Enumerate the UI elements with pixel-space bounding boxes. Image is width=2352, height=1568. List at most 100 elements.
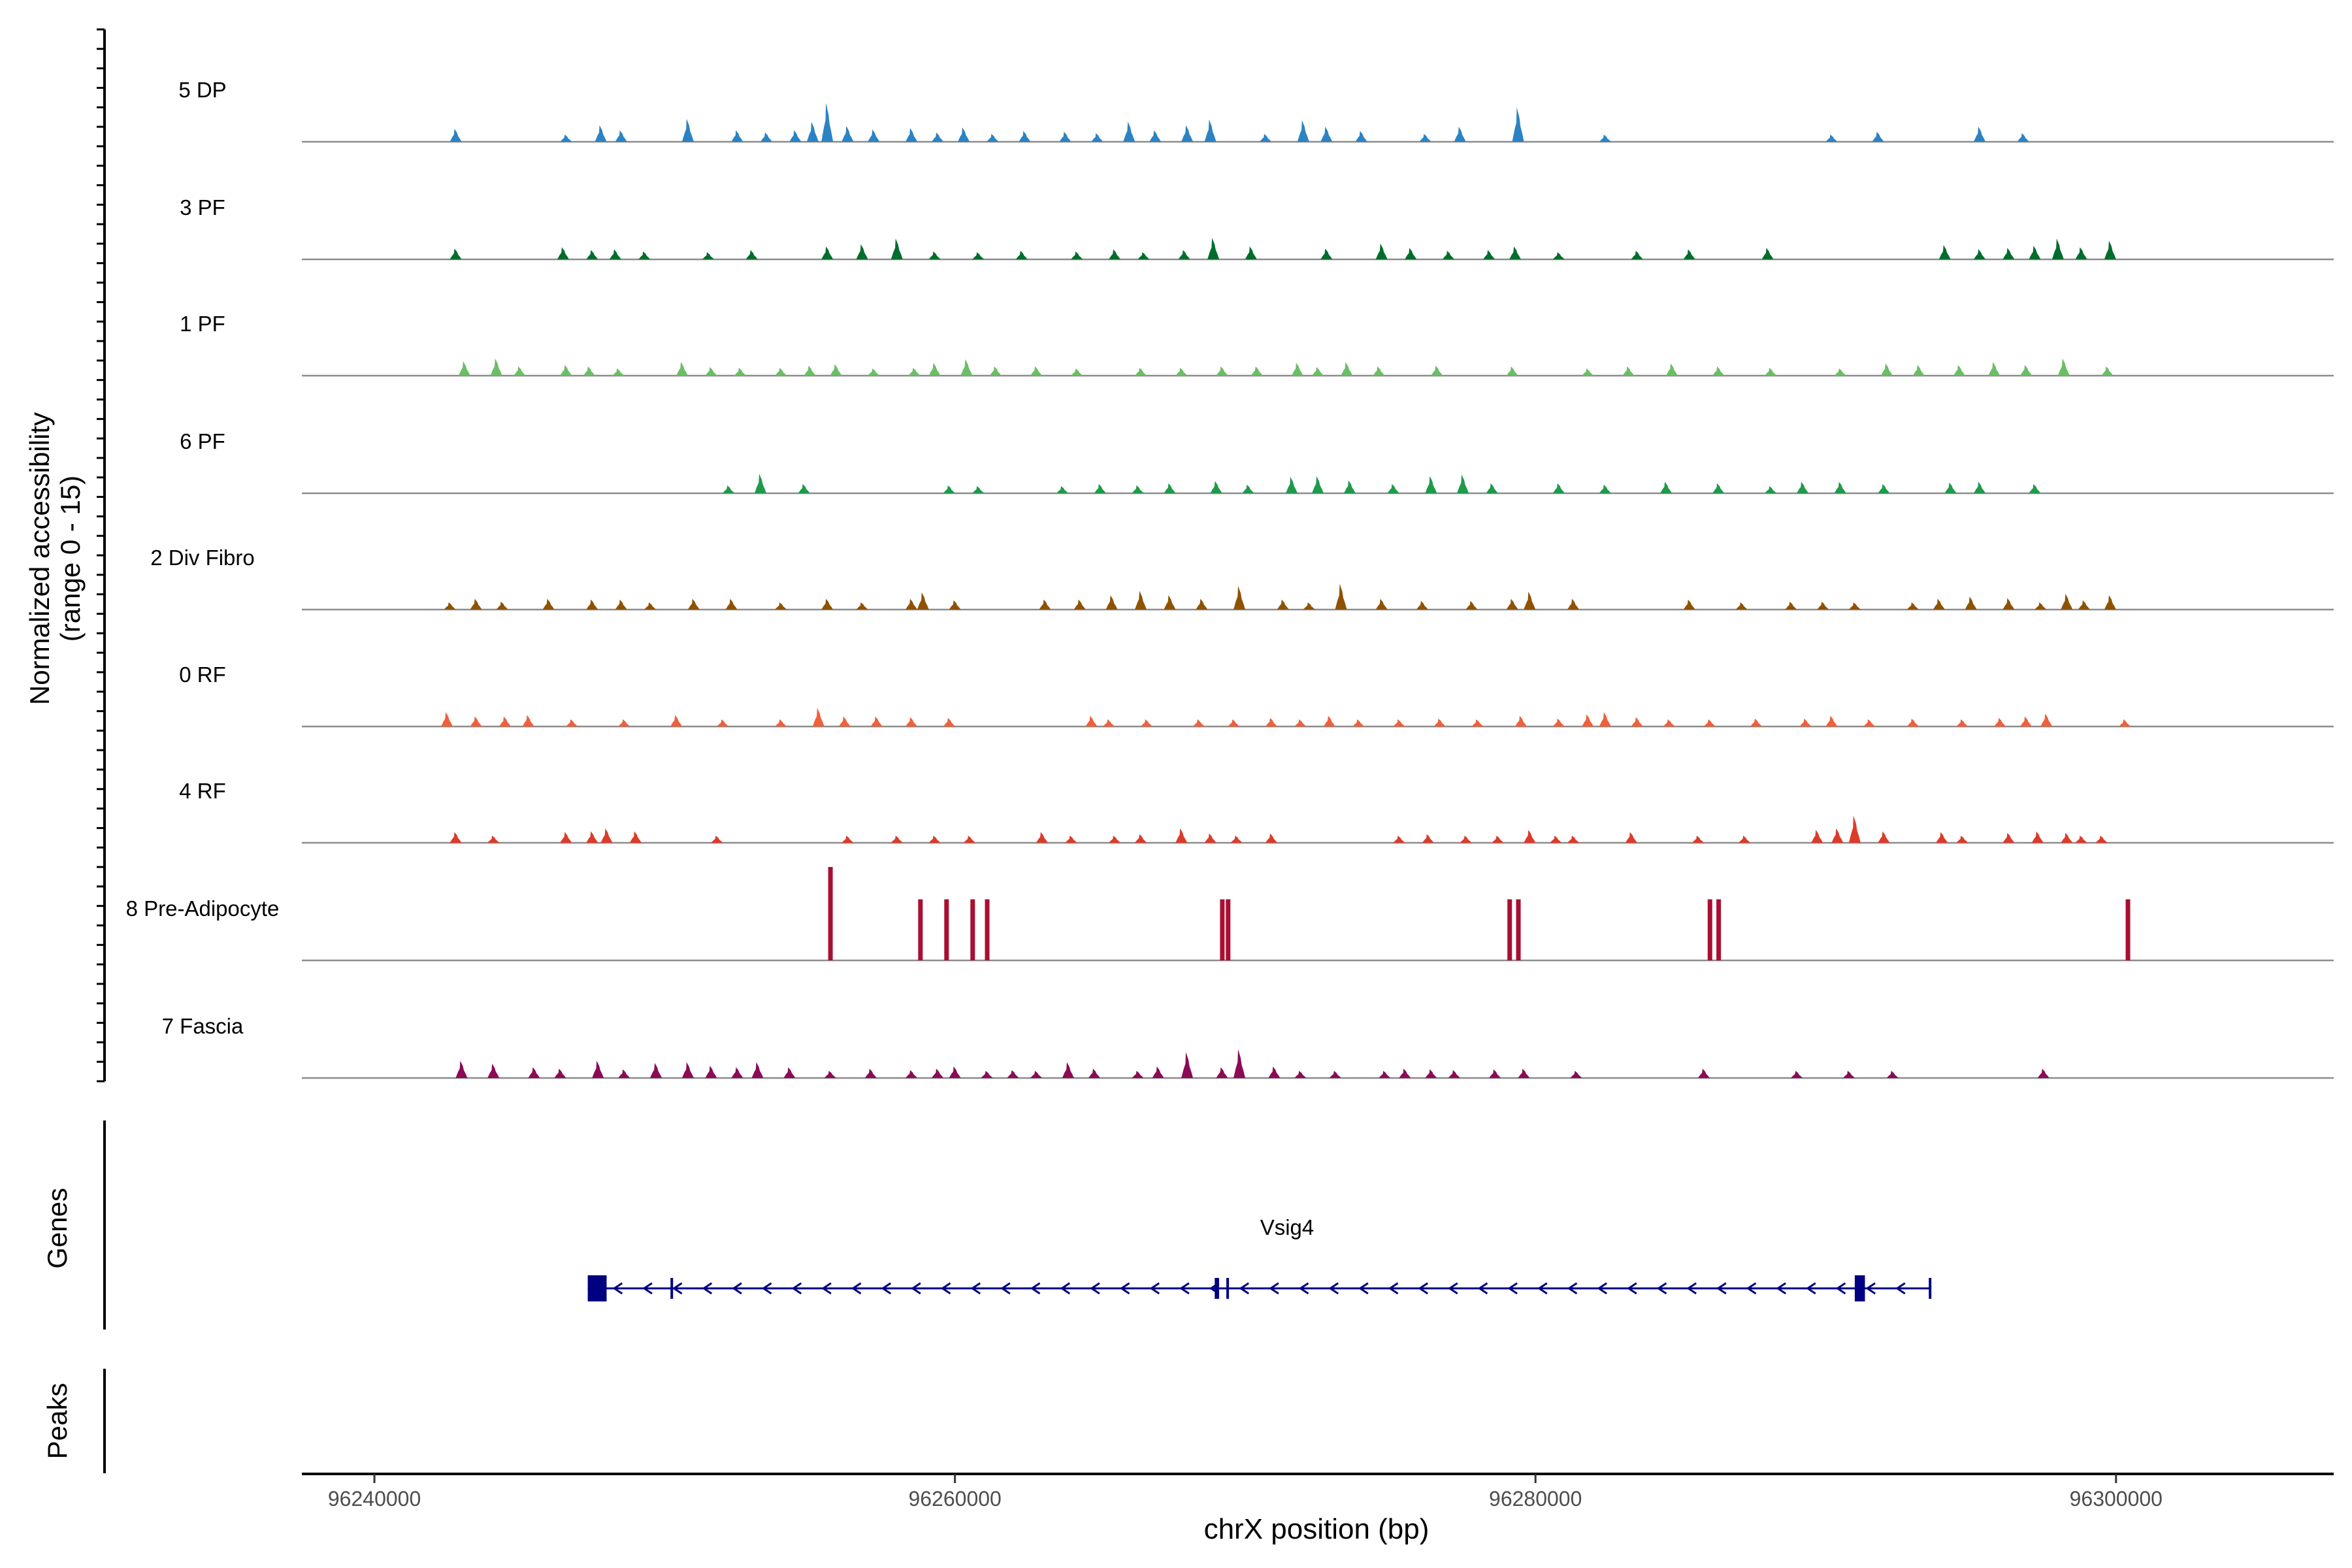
track-peak [821, 103, 834, 142]
peaks-label: Peaks [42, 1383, 73, 1460]
track-peak [1697, 1068, 1710, 1078]
track-5-dp: 5 DP [178, 78, 2334, 143]
track-peak [775, 719, 787, 727]
track-peak [972, 486, 985, 493]
track-peak [806, 122, 819, 142]
track-peak [560, 135, 572, 142]
track-peak [1880, 363, 1893, 376]
track-peak [830, 364, 842, 376]
track-peak [1320, 126, 1333, 142]
track-peak [2002, 832, 2015, 843]
track-peak [2029, 246, 2041, 259]
strand-arrow-icon [1865, 1282, 1876, 1295]
track-peak [1765, 367, 1777, 376]
track-peak [1109, 836, 1120, 843]
track-peak [1735, 602, 1748, 610]
track-peak [1039, 599, 1051, 610]
track-peak [2029, 483, 2041, 493]
track-bar [944, 899, 949, 960]
track-peak [987, 133, 999, 142]
gene-exon [1929, 1278, 1932, 1299]
strand-arrow-icon [1298, 1282, 1309, 1295]
track-peak [917, 592, 929, 610]
track-label: 0 RF [179, 662, 226, 687]
track-peak [1953, 365, 1965, 376]
track-peak [906, 128, 917, 142]
track-peak [1431, 365, 1443, 376]
track-peak [1863, 719, 1876, 727]
track-peak [1135, 367, 1147, 376]
track-peak [1512, 107, 1524, 142]
track-peak [514, 366, 526, 376]
strand-arrow-icon [1597, 1282, 1607, 1295]
track-peak [1570, 1071, 1582, 1078]
strand-arrow-icon [1448, 1282, 1458, 1295]
track-peak [1552, 252, 1565, 259]
track-peak [542, 598, 555, 610]
gene-exon [670, 1278, 674, 1299]
x-tick-label: 96280000 [1489, 1487, 1582, 1511]
track-peak [2101, 366, 2114, 376]
track-peak [444, 602, 456, 610]
track-peak [1015, 250, 1028, 259]
track-peak [1242, 484, 1254, 493]
track-peak [615, 130, 627, 142]
track-peak [717, 719, 729, 727]
strand-arrow-icon [1000, 1282, 1011, 1295]
track-peak [441, 712, 453, 727]
track-peak [609, 249, 621, 259]
strand-arrow-icon [1358, 1282, 1369, 1295]
gene-panel [587, 1275, 1932, 1301]
track-peak [775, 367, 787, 376]
track-peak [1944, 482, 1957, 493]
track-peak [1233, 585, 1245, 610]
track-peak [958, 127, 970, 142]
x-axis: 96240000 96260000 96280000 96300000 [302, 1473, 2334, 1511]
track-peak [804, 365, 816, 376]
track-peak [981, 1071, 993, 1078]
track-peak [1268, 1066, 1281, 1078]
track-peak [1912, 365, 1925, 376]
track-peak [1848, 815, 1861, 843]
track-peak [864, 1068, 877, 1078]
strand-arrow-icon [1567, 1282, 1578, 1295]
track-peak [1320, 248, 1333, 259]
track-peak [745, 250, 758, 259]
track-peak [1132, 485, 1144, 493]
track-peak [1059, 131, 1071, 142]
track-peak [2037, 1068, 2050, 1078]
track-peak [702, 252, 714, 259]
track-peak [1692, 836, 1704, 843]
strand-arrow-icon [612, 1282, 623, 1295]
track-peak [1956, 719, 1968, 727]
track-peak [1552, 483, 1565, 493]
strand-arrow-icon [1328, 1282, 1339, 1295]
track-peak [1228, 719, 1240, 727]
strand-arrow-icon [1895, 1282, 1906, 1295]
track-peak [949, 600, 961, 610]
track-peak [1352, 719, 1365, 727]
track-peak [1906, 718, 1919, 727]
strand-arrow-icon [1239, 1282, 1250, 1295]
track-peak [1442, 250, 1454, 259]
track-peak [1761, 248, 1774, 259]
track-peak [1956, 836, 1968, 843]
strand-arrow-icon [702, 1282, 713, 1295]
track-peak [586, 599, 598, 610]
track-peak [1265, 717, 1277, 727]
track-peak [470, 716, 482, 727]
track-peak [1036, 832, 1048, 843]
track-peak [1625, 832, 1637, 843]
track-peak [2061, 832, 2073, 843]
track-peak [1341, 362, 1353, 376]
track-bar [1516, 899, 1521, 960]
strand-arrow-icon [1806, 1282, 1816, 1295]
track-peak [1297, 120, 1309, 142]
track-peak [711, 836, 723, 843]
gene-exon [1854, 1275, 1865, 1301]
gene-exon [1226, 1278, 1230, 1299]
track-peak [449, 129, 462, 142]
track-peak [2002, 598, 2015, 610]
track-peak [528, 1067, 540, 1078]
track-peak [868, 368, 880, 376]
